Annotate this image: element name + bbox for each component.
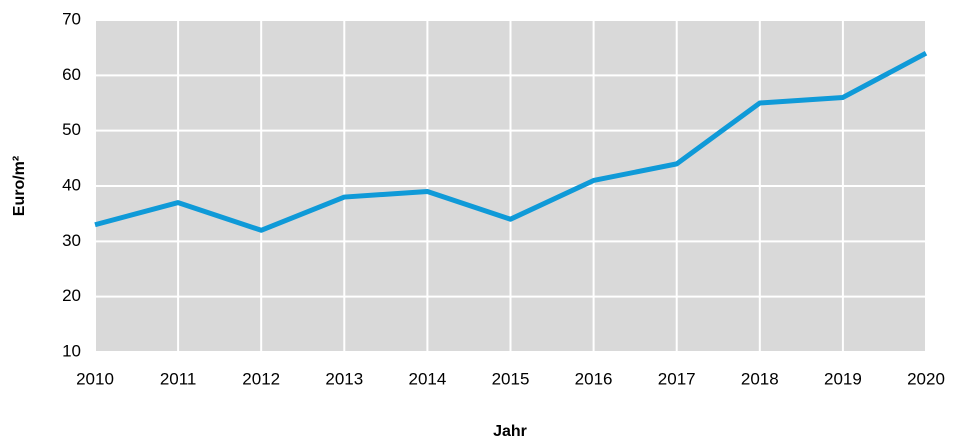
x-tick-label: 2017: [658, 369, 696, 388]
y-axis-title: Euro/m²: [11, 156, 28, 216]
x-tick-label: 2016: [575, 369, 613, 388]
y-tick-label: 60: [62, 65, 81, 84]
y-tick-label: 10: [62, 341, 81, 360]
x-tick-label: 2015: [492, 369, 530, 388]
y-tick-label: 50: [62, 120, 81, 139]
x-tick-label: 2019: [824, 369, 862, 388]
x-tick-label: 2013: [325, 369, 363, 388]
x-tick-label: 2014: [408, 369, 446, 388]
x-axis-title: Jahr: [493, 423, 527, 440]
x-tick-label: 2011: [160, 369, 197, 388]
x-tick-label: 2018: [741, 369, 779, 388]
data-line: [94, 50, 928, 233]
y-tick-label: 20: [62, 286, 81, 305]
y-tick-label: 40: [62, 175, 81, 194]
x-tick-label: 2010: [76, 369, 114, 388]
y-tick-label: 30: [62, 231, 81, 250]
x-tick-label: 2020: [907, 369, 945, 388]
x-tick-label: 2012: [242, 369, 280, 388]
y-tick-label: 70: [62, 9, 81, 28]
